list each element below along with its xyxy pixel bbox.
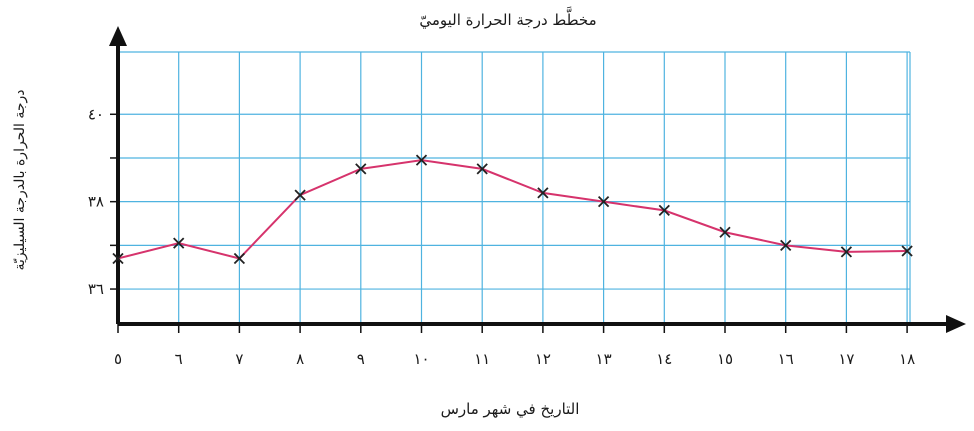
data-point-marker	[597, 196, 610, 208]
x-tick-label: ١٣	[596, 350, 612, 368]
marker-stroke	[476, 163, 488, 175]
data-point-marker	[658, 204, 670, 217]
marker-stroke	[658, 204, 670, 217]
x-tick-label: ٨	[296, 350, 304, 368]
x-tick-label: ٩	[357, 350, 365, 368]
tick-labels: ٥ ٦ ٧ ٨ ٩ ١٠ ١١ ١٢ ١٣ ١٤ ١٥ ١٦ ١٧ ١٨ ٣٦ ٣٨ ٤٠	[88, 105, 915, 368]
grid	[118, 51, 911, 324]
marker-stroke	[719, 226, 731, 238]
marker-stroke	[780, 239, 792, 251]
data-point-marker	[780, 239, 792, 251]
marker-stroke	[355, 163, 367, 175]
chart-title: مخطَّط درجة الحرارة اليوميّ	[419, 7, 596, 30]
data-point-marker	[294, 189, 306, 201]
y-axis-label: درجة الحرارة بالدرجة السيليزيّة	[12, 90, 28, 271]
data-point-marker	[901, 245, 913, 257]
x-axis-label: التاريخ في شهر مارس	[441, 400, 580, 419]
x-tick-label: ١٠	[413, 350, 429, 368]
x-tick-label: ١٢	[535, 350, 551, 368]
data-point-marker	[233, 252, 246, 265]
marker-stroke	[173, 237, 185, 249]
axes	[109, 26, 966, 333]
marker-stroke	[840, 246, 853, 258]
data-point-marker	[355, 163, 367, 175]
x-tick-label: ١٤	[656, 350, 672, 368]
x-tick-label: ١٥	[717, 350, 733, 368]
x-tick-label: ٧	[235, 350, 243, 368]
data-point-marker	[415, 154, 428, 166]
x-tick-label: ١١	[474, 350, 490, 368]
marker-stroke	[112, 252, 124, 265]
marker-stroke	[415, 154, 428, 166]
x-axis-arrow-icon	[946, 315, 966, 333]
x-tick-label: ١٦	[778, 350, 794, 368]
data-point-marker	[537, 187, 549, 199]
x-tick-label: ٦	[175, 350, 183, 368]
data-point-marker	[173, 237, 185, 249]
series-line	[117, 159, 908, 260]
marker-stroke	[901, 245, 913, 257]
y-tick-label: ٣٨	[88, 193, 104, 211]
y-tick-label: ٤٠	[88, 105, 104, 123]
marker-stroke	[597, 196, 610, 208]
marker-stroke	[537, 187, 549, 199]
y-axis-arrow-icon	[109, 26, 127, 46]
marker-stroke	[294, 189, 306, 201]
data-point-marker	[840, 246, 853, 258]
data-point-marker	[112, 252, 124, 265]
marker-stroke	[233, 252, 246, 265]
x-tick-label: ٥	[114, 350, 122, 368]
series	[112, 154, 913, 265]
data-point-marker	[719, 226, 731, 238]
x-tick-label: ١٧	[838, 350, 854, 368]
y-tick-label: ٣٦	[88, 280, 104, 298]
x-tick-label: ١٨	[899, 350, 915, 368]
data-point-marker	[476, 163, 488, 175]
